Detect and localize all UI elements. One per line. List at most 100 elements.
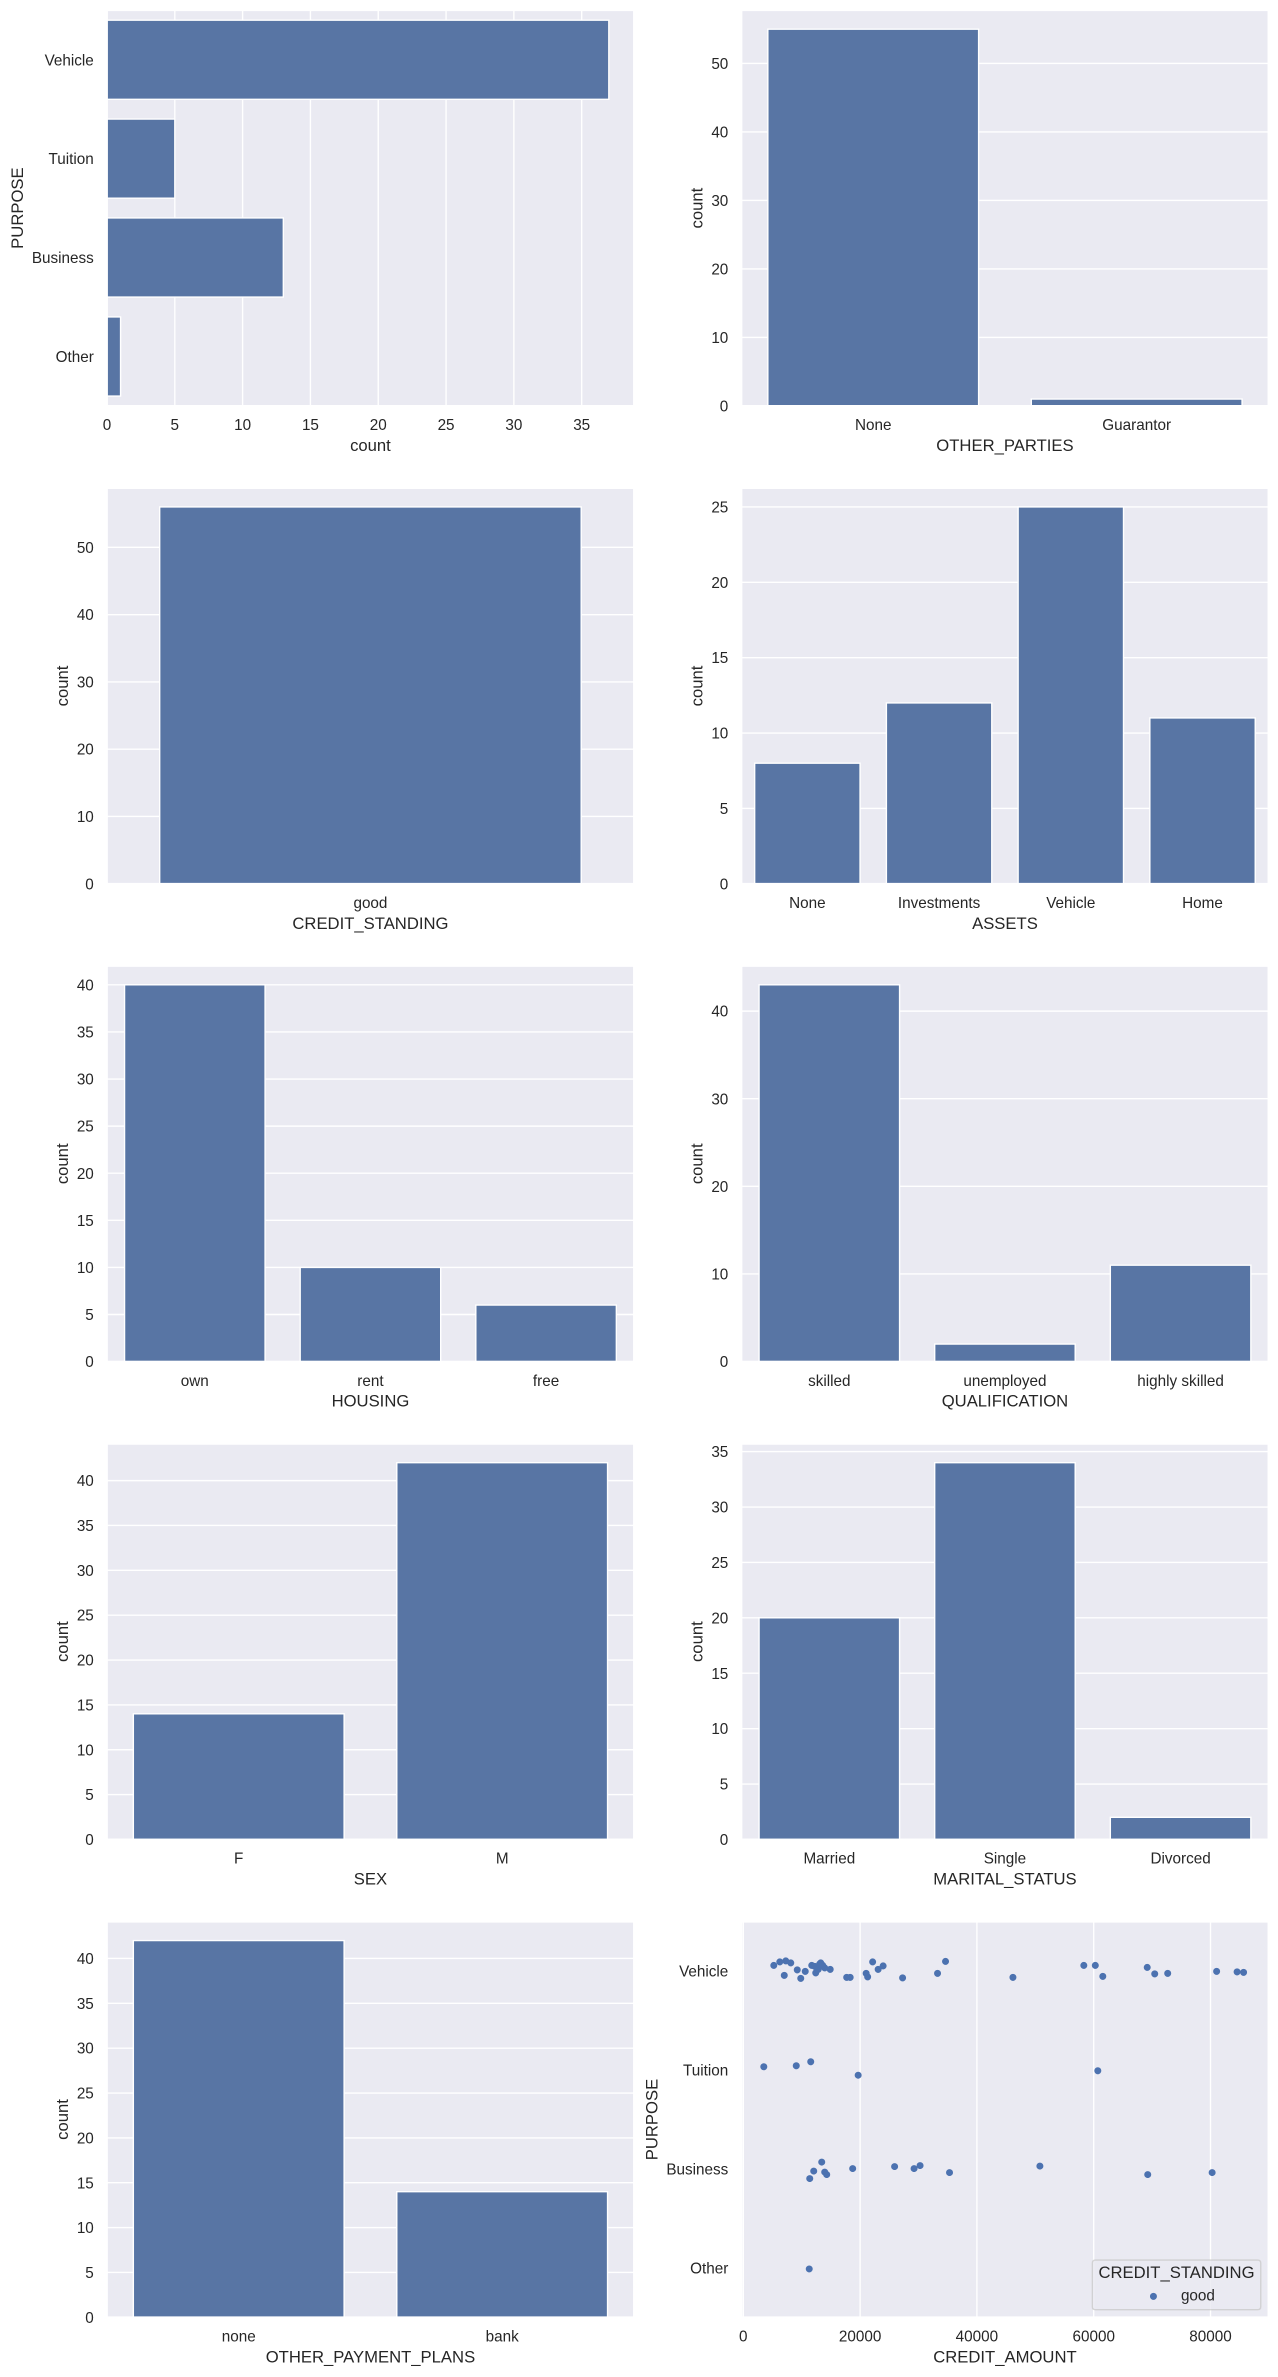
svg-text:35: 35 <box>77 1518 94 1535</box>
svg-text:PURPOSE: PURPOSE <box>642 2079 661 2160</box>
svg-text:5: 5 <box>85 2265 94 2282</box>
svg-text:20: 20 <box>77 1653 94 1670</box>
svg-text:35: 35 <box>573 417 590 434</box>
svg-text:OTHER_PARTIES: OTHER_PARTIES <box>936 436 1073 455</box>
svg-text:Vehicle: Vehicle <box>679 1964 728 1981</box>
svg-text:20: 20 <box>77 2130 94 2147</box>
svg-text:10: 10 <box>77 809 94 826</box>
svg-text:count: count <box>350 436 391 455</box>
svg-text:Single: Single <box>984 1851 1026 1868</box>
svg-text:OTHER_PAYMENT_PLANS: OTHER_PAYMENT_PLANS <box>266 2347 475 2366</box>
svg-text:50: 50 <box>77 540 94 557</box>
svg-text:ASSETS: ASSETS <box>972 914 1038 933</box>
svg-text:Vehicle: Vehicle <box>1046 895 1095 912</box>
svg-text:40: 40 <box>77 1473 94 1490</box>
svg-text:0: 0 <box>720 398 729 415</box>
svg-text:30: 30 <box>711 1500 728 1517</box>
svg-text:Tuition: Tuition <box>49 151 94 168</box>
svg-text:Divorced: Divorced <box>1150 1851 1210 1868</box>
svg-text:10: 10 <box>234 417 251 434</box>
svg-text:40: 40 <box>711 124 728 141</box>
svg-text:30: 30 <box>505 417 522 434</box>
svg-text:15: 15 <box>711 1666 728 1683</box>
svg-text:0: 0 <box>85 1354 94 1371</box>
svg-text:good: good <box>1181 2287 1215 2304</box>
svg-text:highly skilled: highly skilled <box>1137 1373 1224 1390</box>
svg-text:5: 5 <box>720 801 729 818</box>
svg-text:30: 30 <box>77 1072 94 1089</box>
svg-text:35: 35 <box>77 1996 94 2013</box>
svg-text:20: 20 <box>711 261 728 278</box>
svg-text:0: 0 <box>739 2329 748 2346</box>
svg-text:CREDIT_STANDING: CREDIT_STANDING <box>1098 2263 1254 2282</box>
svg-text:bank: bank <box>486 2329 519 2346</box>
svg-text:count: count <box>53 2099 72 2140</box>
svg-text:20: 20 <box>77 1166 94 1183</box>
svg-text:35: 35 <box>77 1024 94 1041</box>
svg-text:35: 35 <box>711 1444 728 1461</box>
svg-text:10: 10 <box>711 1721 728 1738</box>
svg-text:40: 40 <box>711 1004 728 1021</box>
svg-text:10: 10 <box>77 1260 94 1277</box>
svg-text:20: 20 <box>370 417 387 434</box>
svg-text:SEX: SEX <box>354 1870 387 1889</box>
svg-text:0: 0 <box>720 1832 729 1849</box>
svg-text:30: 30 <box>77 2041 94 2058</box>
svg-text:unemployed: unemployed <box>963 1373 1046 1390</box>
svg-text:Guarantor: Guarantor <box>1102 417 1171 434</box>
svg-text:30: 30 <box>77 1563 94 1580</box>
svg-text:Business: Business <box>666 2161 728 2178</box>
svg-text:Business: Business <box>32 250 94 267</box>
svg-text:10: 10 <box>77 1742 94 1759</box>
svg-text:QUALIFICATION: QUALIFICATION <box>942 1392 1068 1411</box>
svg-text:40: 40 <box>77 607 94 624</box>
svg-text:None: None <box>789 895 826 912</box>
svg-text:25: 25 <box>77 1608 94 1625</box>
svg-text:15: 15 <box>77 1697 94 1714</box>
svg-text:25: 25 <box>77 1119 94 1136</box>
svg-text:30: 30 <box>711 1091 728 1108</box>
svg-text:5: 5 <box>85 1787 94 1804</box>
svg-text:15: 15 <box>711 650 728 667</box>
svg-text:Tuition: Tuition <box>683 2063 728 2080</box>
svg-text:0: 0 <box>85 2310 94 2327</box>
svg-text:15: 15 <box>302 417 319 434</box>
svg-text:60000: 60000 <box>1072 2329 1114 2346</box>
svg-text:none: none <box>222 2329 256 2346</box>
svg-text:F: F <box>234 1851 243 1868</box>
svg-text:rent: rent <box>357 1373 384 1390</box>
svg-text:15: 15 <box>77 2175 94 2192</box>
svg-text:20: 20 <box>711 1179 728 1196</box>
svg-text:10: 10 <box>711 726 728 743</box>
svg-text:Other: Other <box>690 2260 728 2277</box>
svg-text:count: count <box>687 1621 706 1662</box>
svg-text:count: count <box>687 187 706 228</box>
svg-text:10: 10 <box>711 330 728 347</box>
svg-text:5: 5 <box>85 1307 94 1324</box>
svg-text:50: 50 <box>711 56 728 73</box>
svg-text:20000: 20000 <box>839 2329 881 2346</box>
svg-text:5: 5 <box>171 417 180 434</box>
svg-text:10: 10 <box>711 1267 728 1284</box>
svg-text:free: free <box>533 1373 559 1390</box>
svg-text:10: 10 <box>77 2220 94 2237</box>
svg-text:count: count <box>53 1143 72 1184</box>
svg-text:30: 30 <box>711 193 728 210</box>
svg-text:30: 30 <box>77 674 94 691</box>
svg-text:40000: 40000 <box>956 2329 998 2346</box>
svg-text:5: 5 <box>720 1777 729 1794</box>
svg-text:0: 0 <box>720 1354 729 1371</box>
svg-text:0: 0 <box>85 876 94 893</box>
svg-text:count: count <box>53 1621 72 1662</box>
svg-text:0: 0 <box>85 1832 94 1849</box>
svg-text:M: M <box>496 1851 509 1868</box>
svg-text:HOUSING: HOUSING <box>332 1392 410 1411</box>
svg-text:Investments: Investments <box>898 895 981 912</box>
svg-text:Vehicle: Vehicle <box>45 52 94 69</box>
svg-text:MARITAL_STATUS: MARITAL_STATUS <box>933 1870 1076 1889</box>
svg-text:40: 40 <box>77 1951 94 1968</box>
svg-text:good: good <box>353 895 387 912</box>
svg-text:None: None <box>855 417 891 434</box>
svg-text:Home: Home <box>1182 895 1223 912</box>
svg-text:CREDIT_AMOUNT: CREDIT_AMOUNT <box>933 2347 1076 2366</box>
